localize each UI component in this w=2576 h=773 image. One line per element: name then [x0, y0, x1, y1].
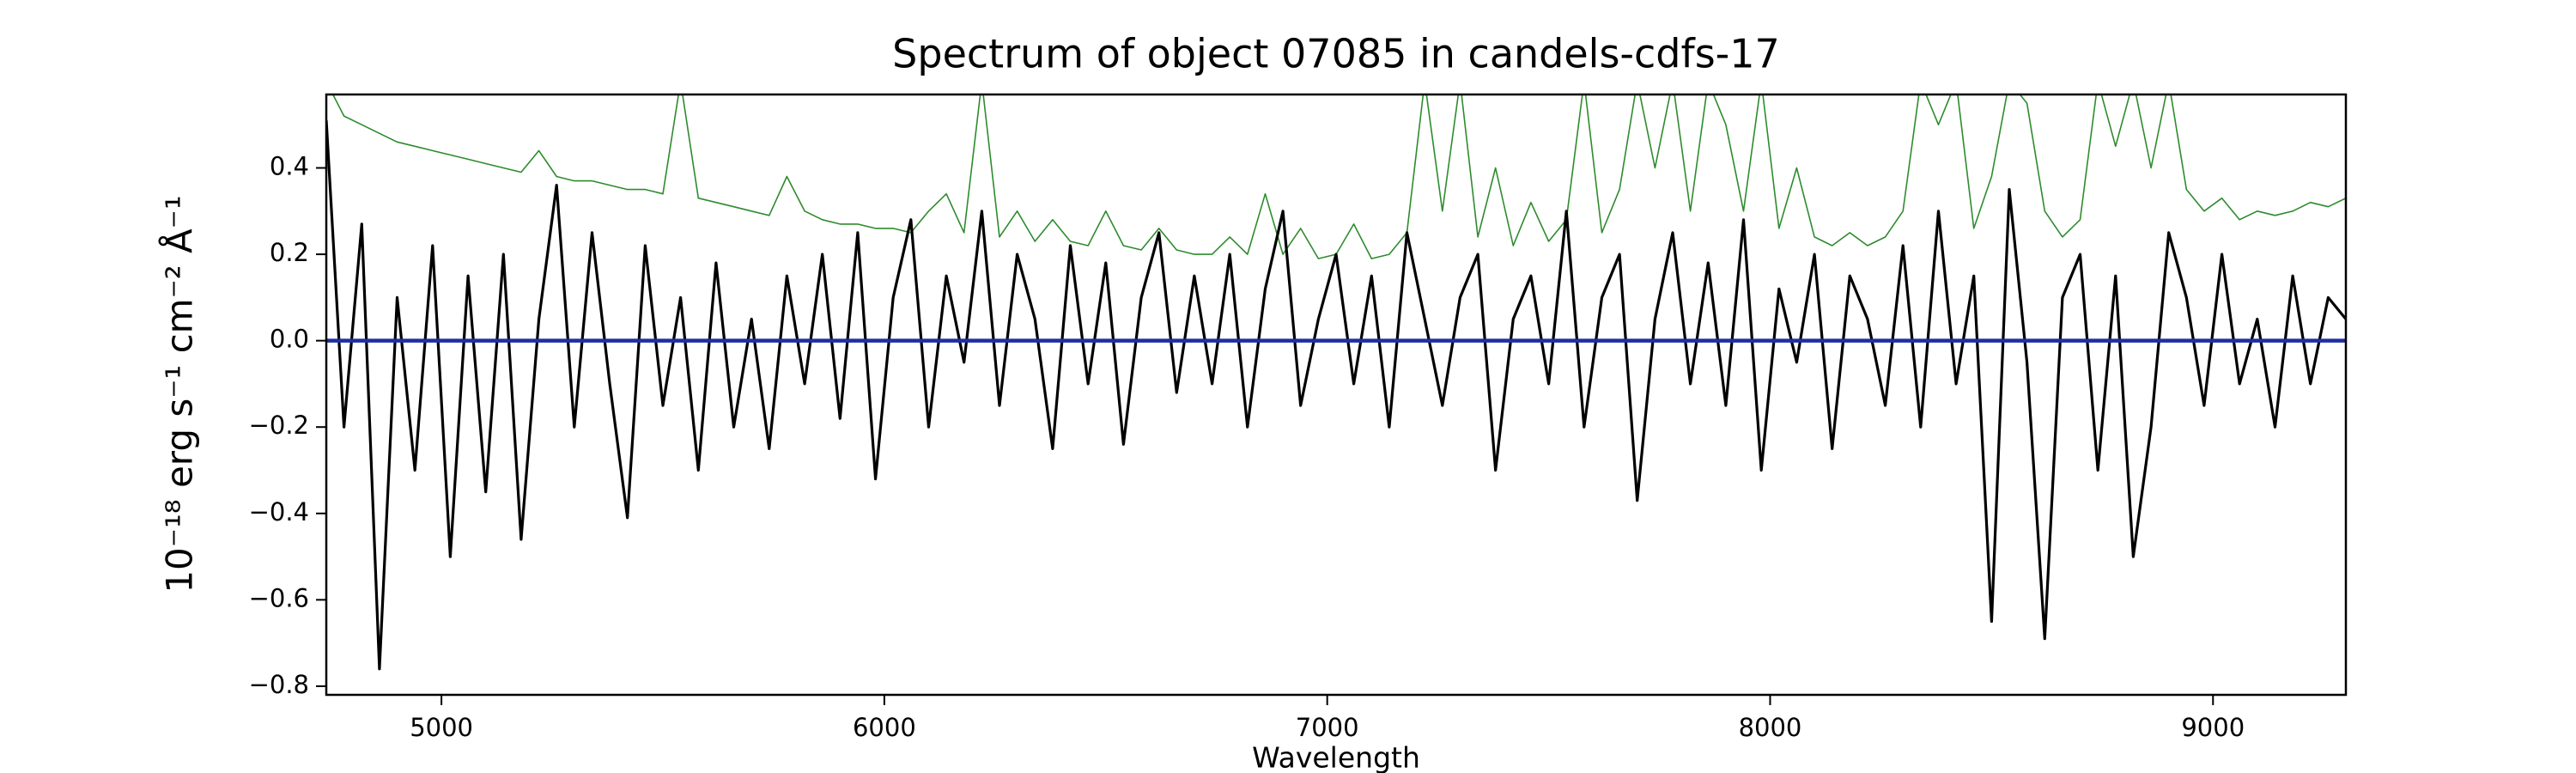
x-tick-label: 7000 [1296, 713, 1359, 742]
x-tick-label: 6000 [853, 713, 916, 742]
y-tick-label: 0.4 [270, 151, 309, 180]
y-tick-label: −0.8 [249, 670, 309, 699]
y-tick-label: 0.2 [270, 238, 309, 267]
series-line [331, 94, 2346, 259]
chart-title: Spectrum of object 07085 in candels-cdfs… [892, 31, 1780, 77]
plot-lines [326, 94, 2346, 671]
y-tick-label: 0.0 [270, 325, 309, 354]
x-tick-label: 8000 [1739, 713, 1802, 742]
y-tick-label: −0.4 [249, 497, 309, 526]
x-axis-label: Wavelength [1252, 741, 1420, 773]
x-tick-label: 9000 [2181, 713, 2245, 742]
plot-frame [325, 93, 2348, 697]
y-axis-label: 10⁻¹⁸ erg s⁻¹ cm⁻² Å⁻¹ [158, 195, 201, 593]
series-line [326, 120, 2346, 671]
y-tick-label: −0.6 [249, 583, 309, 612]
y-tick-label: −0.2 [249, 411, 309, 440]
x-tick-label: 5000 [410, 713, 473, 742]
